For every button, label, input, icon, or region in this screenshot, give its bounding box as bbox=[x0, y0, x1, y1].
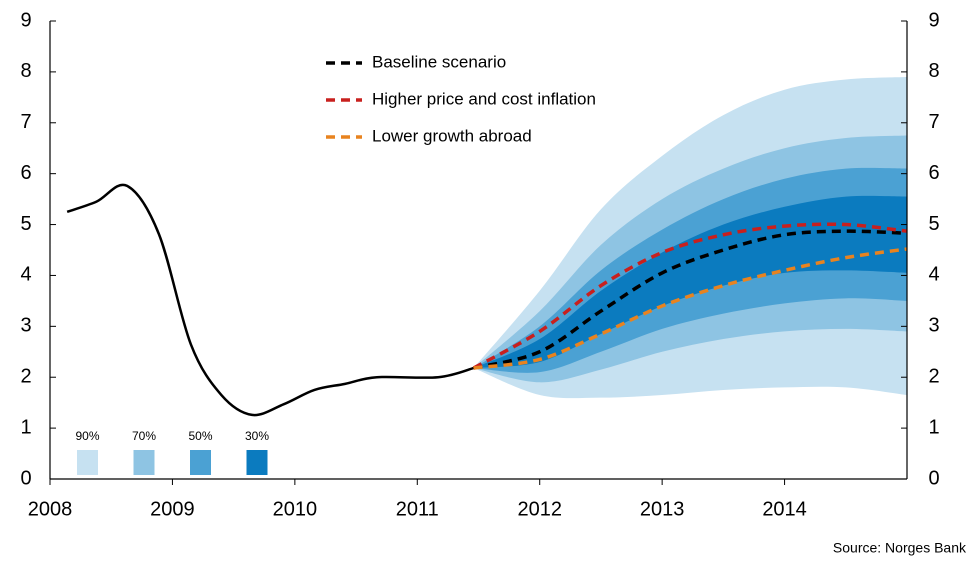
x-tick-label: 2009 bbox=[150, 498, 195, 520]
y2-tick-label: 9 bbox=[928, 9, 939, 31]
x-tick-label: 2011 bbox=[396, 498, 439, 520]
y2-tick-label: 8 bbox=[928, 60, 939, 82]
y2-tick-label: 0 bbox=[928, 467, 939, 489]
y2-tick-label: 5 bbox=[928, 213, 939, 235]
scenario-line bbox=[473, 229, 908, 370]
fan-band bbox=[473, 195, 907, 369]
scenario-line bbox=[472, 222, 908, 370]
y2-tick-label: 2 bbox=[928, 366, 939, 388]
x-tick-label: 2010 bbox=[273, 498, 318, 520]
x-tick-label: 2013 bbox=[640, 498, 685, 520]
band-legend-swatch bbox=[133, 450, 155, 475]
band-legend-label: 90% bbox=[75, 429, 99, 443]
y-tick-label: 8 bbox=[20, 60, 31, 82]
band-legend-label: 70% bbox=[132, 429, 156, 443]
band-legend-swatch bbox=[190, 450, 211, 475]
y2-tick-label: 1 bbox=[928, 416, 939, 438]
legend-label: Baseline scenario bbox=[372, 52, 506, 71]
legend-label: Higher price and cost inflation bbox=[372, 89, 596, 108]
band-legend-swatch bbox=[246, 450, 268, 475]
y2-tick-label: 7 bbox=[928, 111, 939, 133]
band-legend-label: 50% bbox=[188, 429, 212, 443]
y2-tick-label: 4 bbox=[928, 264, 939, 286]
y2-tick-label: 6 bbox=[928, 162, 939, 184]
y-tick-label: 4 bbox=[20, 264, 31, 286]
y-tick-label: 6 bbox=[20, 162, 31, 184]
y2-tick-label: 3 bbox=[928, 315, 939, 337]
x-tick-label: 2012 bbox=[517, 498, 562, 520]
source: Source: Norges Bank bbox=[833, 540, 967, 556]
y-tick-label: 0 bbox=[20, 467, 31, 489]
scenario-line bbox=[473, 247, 908, 370]
x-tick-label: 2008 bbox=[28, 498, 73, 520]
y-tick-label: 5 bbox=[20, 213, 31, 235]
band-legend-label: 30% bbox=[245, 429, 269, 443]
y-tick-label: 9 bbox=[20, 9, 31, 31]
history-line bbox=[66, 183, 474, 417]
y-tick-label: 7 bbox=[20, 111, 31, 133]
x-tick-label: 2014 bbox=[762, 498, 807, 520]
y-tick-label: 2 bbox=[20, 366, 31, 388]
y-tick-label: 1 bbox=[20, 416, 31, 438]
legend-label: Lower growth abroad bbox=[372, 126, 532, 145]
y-tick-label: 3 bbox=[20, 315, 31, 337]
band-legend-swatch bbox=[77, 450, 98, 475]
